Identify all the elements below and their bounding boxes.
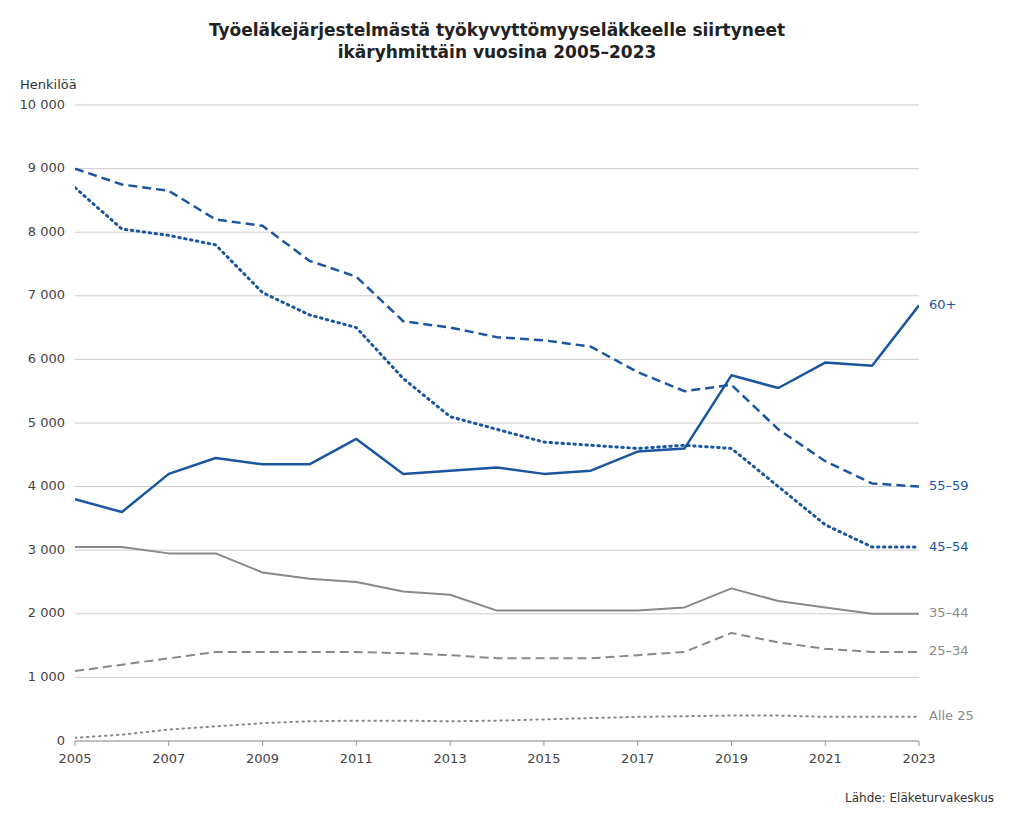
lines xyxy=(75,169,919,738)
x-tick-label: 2009 xyxy=(246,751,279,766)
x-tick xyxy=(543,741,544,746)
chart: Työeläkejärjestelmästä työkyvyttömyyselä… xyxy=(0,0,1024,816)
grid-line xyxy=(75,550,919,551)
x-tick xyxy=(919,741,920,746)
x-tick xyxy=(450,741,451,746)
y-tick-label: 10 000 xyxy=(20,97,66,112)
grid-line xyxy=(75,741,919,742)
grid xyxy=(75,105,919,741)
x-tick xyxy=(168,741,169,746)
y-ticks: 0 1 000 2 000 3 000 4 000 5 000 6 000 7 000 8 00… xyxy=(20,97,66,748)
y-tick-label: 5 000 xyxy=(28,415,65,430)
y-tick-label: 4 000 xyxy=(28,478,65,493)
x-tick-label: 2013 xyxy=(434,751,467,766)
grid-line xyxy=(75,295,919,296)
y-tick-label: 8 000 xyxy=(28,224,65,239)
y-tick-label: 9 000 xyxy=(28,160,65,175)
grid-line xyxy=(75,232,919,233)
y-tick-label: 1 000 xyxy=(28,669,65,684)
series-label: 60+ xyxy=(929,297,956,312)
background xyxy=(0,0,1024,816)
x-tick-label: 2017 xyxy=(621,751,654,766)
x-tick-label: 2023 xyxy=(902,751,935,766)
series-line xyxy=(75,547,919,614)
series-line xyxy=(75,633,919,671)
grid-line xyxy=(75,105,919,106)
grid-line xyxy=(75,677,919,678)
series-line xyxy=(75,169,919,487)
x-tick-label: 2019 xyxy=(715,751,748,766)
series-label: 55–59 xyxy=(929,478,969,493)
x-tick xyxy=(356,741,357,746)
x-tick xyxy=(262,741,263,746)
series-label: 35–44 xyxy=(929,605,969,620)
x-tick-label: 2021 xyxy=(809,751,842,766)
x-tick xyxy=(637,741,638,746)
title-line: ikäryhmittäin vuosina 2005–2023 xyxy=(338,42,657,62)
grid-line xyxy=(75,423,919,424)
end-labels: 60+ 55–59 45–54 35–44 25–34 Alle 25 xyxy=(929,297,974,723)
x-tick-label: 2007 xyxy=(152,751,185,766)
series-line xyxy=(75,188,919,547)
x-tick-label: 2005 xyxy=(58,751,91,766)
grid-line xyxy=(75,613,919,614)
x-axis-line xyxy=(75,741,919,742)
y-axis-label: Henkilöä xyxy=(20,77,77,92)
x-tick xyxy=(825,741,826,746)
grid-line xyxy=(75,168,919,169)
y-tick-label: 7 000 xyxy=(28,287,65,302)
y-tick-label: 3 000 xyxy=(28,542,65,557)
title-line: Työeläkejärjestelmästä työkyvyttömyyselä… xyxy=(209,20,785,40)
x-tick xyxy=(75,741,76,746)
series-label: 45–54 xyxy=(929,539,969,554)
series-label: 25–34 xyxy=(929,643,969,658)
grid-line xyxy=(75,359,919,360)
source: Lähde: Eläketurvakeskus xyxy=(845,791,994,805)
y-tick-label: 0 xyxy=(57,733,65,748)
series-line xyxy=(75,716,919,738)
title: Työeläkejärjestelmästä työkyvyttömyyselä… xyxy=(209,20,785,62)
series-label: Alle 25 xyxy=(929,708,974,723)
grid-line xyxy=(75,486,919,487)
x-tick-label: 2011 xyxy=(340,751,373,766)
y-tick-label: 6 000 xyxy=(28,351,65,366)
x-ticks: 2005 2007 2009 2011 2013 2015 2017 2019 2021 2023 xyxy=(58,741,935,766)
x-tick xyxy=(731,741,732,746)
x-tick-label: 2015 xyxy=(527,751,560,766)
y-tick-label: 2 000 xyxy=(28,605,65,620)
